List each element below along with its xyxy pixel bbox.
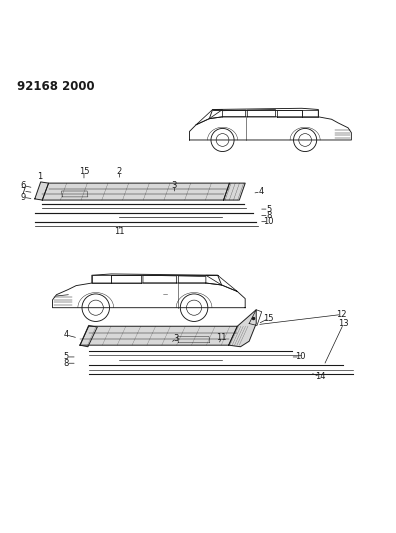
Polygon shape xyxy=(80,326,237,345)
Text: 3: 3 xyxy=(174,334,179,343)
Text: 14: 14 xyxy=(315,372,325,381)
Text: 5: 5 xyxy=(64,352,69,361)
Polygon shape xyxy=(228,310,256,347)
Text: 12: 12 xyxy=(336,310,347,319)
Text: 8: 8 xyxy=(64,359,69,368)
Text: 7: 7 xyxy=(20,187,26,196)
Text: 8: 8 xyxy=(266,211,272,220)
Text: 92168 2000: 92168 2000 xyxy=(17,80,95,93)
Text: 1: 1 xyxy=(37,172,42,181)
Text: 15: 15 xyxy=(79,167,89,176)
Text: 2: 2 xyxy=(117,167,122,176)
Polygon shape xyxy=(42,183,229,200)
Text: 10: 10 xyxy=(263,217,274,226)
Polygon shape xyxy=(35,182,49,200)
Polygon shape xyxy=(224,183,245,200)
Text: 4: 4 xyxy=(64,330,69,340)
Text: 3: 3 xyxy=(172,181,177,190)
Text: 9: 9 xyxy=(20,193,26,202)
Text: 5: 5 xyxy=(266,205,271,214)
Text: 15: 15 xyxy=(263,314,274,323)
Text: 6: 6 xyxy=(20,181,26,190)
Text: 13: 13 xyxy=(338,319,349,328)
Text: 11: 11 xyxy=(216,333,227,342)
Text: 11: 11 xyxy=(114,227,125,236)
Text: 4: 4 xyxy=(258,187,264,196)
Text: 10: 10 xyxy=(295,352,305,361)
Polygon shape xyxy=(80,326,97,347)
